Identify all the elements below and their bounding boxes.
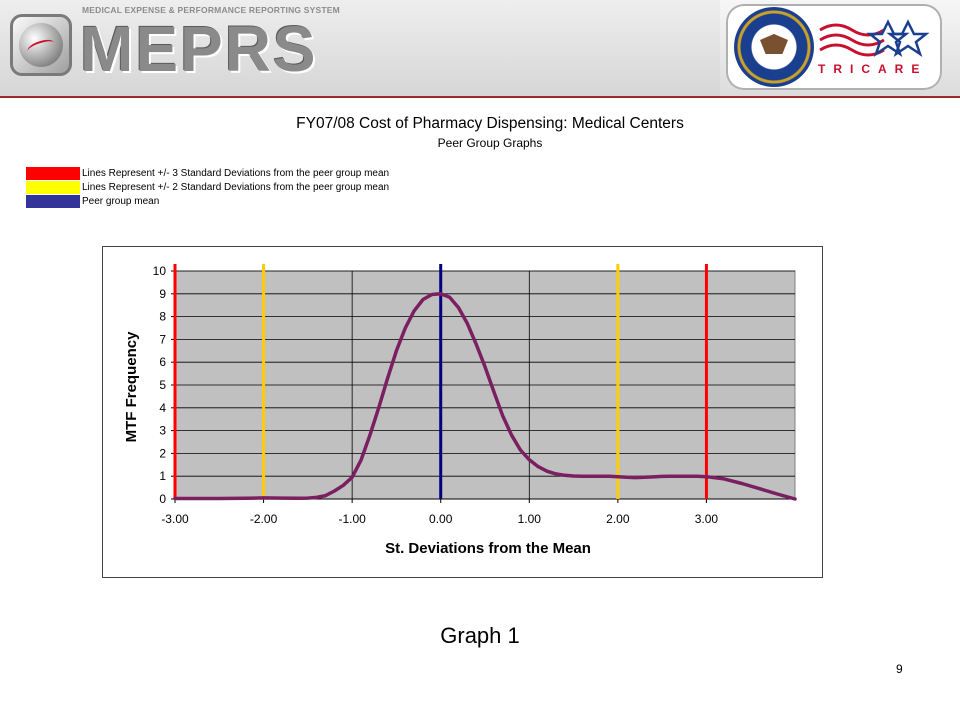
y-tick-label: 10 [153,264,167,278]
meprs-logo: MEDICAL EXPENSE & PERFORMANCE REPORTING … [6,2,351,92]
legend-row-2sd: Lines Represent +/- 2 Standard Deviation… [26,180,389,194]
x-tick-label: 3.00 [695,512,719,526]
y-axis-title: MTF Frequency [123,331,140,443]
globe-icon [10,14,72,76]
page-number: 9 [896,662,903,676]
y-tick-label: 1 [159,469,166,483]
y-tick-label: 7 [159,332,166,346]
legend-row-3sd: Lines Represent +/- 3 Standard Deviation… [26,166,389,180]
x-tick-label: -1.00 [338,512,366,526]
y-tick-label: 9 [159,287,166,301]
legend-label-2sd: Lines Represent +/- 2 Standard Deviation… [82,181,390,193]
legend-row-mean: Peer group mean [26,194,389,208]
y-tick-label: 5 [159,378,166,392]
tricare-logo-icon [819,19,930,58]
x-tick-label: -2.00 [250,512,278,526]
chart-subtitle: Peer Group Graphs [437,136,543,150]
legend-swatch-red [26,166,80,180]
y-tick-label: 0 [159,492,166,506]
legend-label-mean: Peer group mean [82,195,160,207]
legend-label-3sd: Lines Represent +/- 3 Standard Deviation… [82,167,390,179]
x-axis-title: St. Deviations from the Mean [385,540,591,557]
legend-swatch-yellow [26,180,80,194]
tricare-wordmark: TRICARE [818,62,928,76]
system-acronym: MEPRS [80,13,318,85]
system-name: MEDICAL EXPENSE & PERFORMANCE REPORTING … [82,5,340,15]
y-tick-label: 6 [159,355,166,369]
chart-title: FY07/08 Cost of Pharmacy Dispensing: Med… [296,115,684,132]
legend: Lines Represent +/- 3 Standard Deviation… [26,166,389,208]
y-tick-label: 2 [159,446,166,460]
x-tick-label: 0.00 [429,512,453,526]
frequency-series-line [173,292,797,501]
x-tick-label: 1.00 [518,512,542,526]
y-tick-label: 8 [159,310,166,324]
x-tick-label: -3.00 [161,512,189,526]
legend-swatch-blue [26,194,80,208]
y-tick-label: 4 [159,401,166,415]
eagle-icon [760,34,788,54]
graph-caption: Graph 1 [440,623,520,648]
y-tick-label: 3 [159,424,166,438]
x-tick-label: 2.00 [606,512,630,526]
